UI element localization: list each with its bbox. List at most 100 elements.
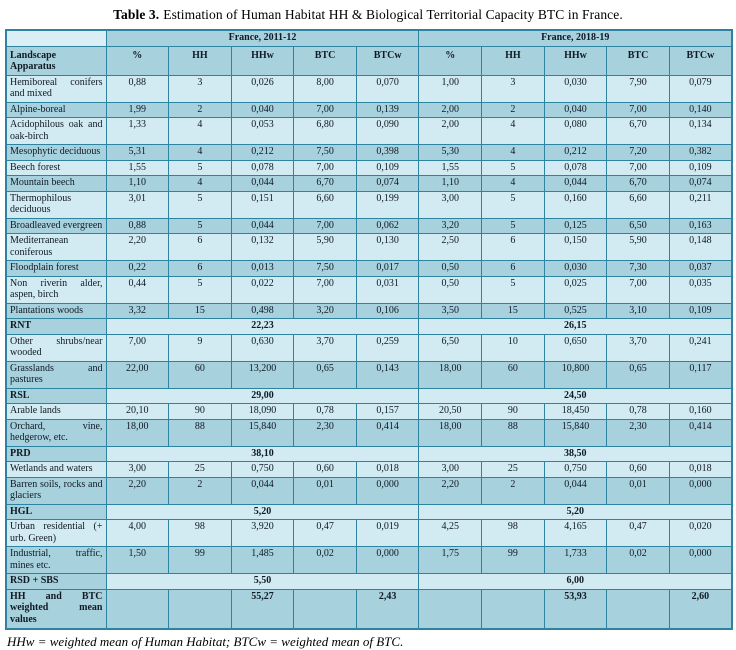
value-cell: 0,117 [668,360,733,389]
value-cell [168,588,232,630]
value-cell: 9 [168,333,232,362]
value-cell: 6,60 [606,190,670,219]
value-cell: 3 [481,74,545,103]
value-cell: 0,212 [230,144,295,161]
value-cell: 1,75 [418,546,483,574]
corner-label-cell: Landscape Apparatus [5,45,107,76]
row-label-cell: Thermophilous deciduous [5,190,107,219]
value-cell: 0,000 [668,476,733,505]
value-cell: 0,498 [230,302,295,319]
value-cell: 0,50 [418,275,483,304]
table-row: Orchard, vine, hedgerow, etc. 18,00 88 15,8… [5,418,733,447]
value-cell: 0,109 [355,159,420,176]
value-cell: 55,27 [230,588,295,630]
value-cell: 6 [168,233,232,261]
value-cell: 2,20 [105,476,170,505]
value-cell: 6 [168,260,232,277]
value-cell: 22,00 [105,360,170,389]
table-title: Table 3. Estimation of Human Habitat HH &… [0,0,736,29]
value-cell: 5 [481,217,545,234]
value-cell: 0,65 [606,360,670,389]
value-cell: 2,20 [105,233,170,261]
table-row: Plantations woods 3,32 15 0,498 3,20 0,106 3,5… [5,302,733,319]
value-cell: 0,125 [543,217,608,234]
summary-label-cell: PRD [5,445,107,462]
row-label-cell: Wetlands and waters [5,461,107,478]
value-cell: 6,70 [606,117,670,145]
value-cell: 0,013 [230,260,295,277]
table-row: Floodplain forest 0,22 6 0,013 7,50 0,017 0,50… [5,260,733,277]
table-row: Mesophytic deciduous 5,31 4 0,212 7,50 0,398 5… [5,144,733,161]
value-cell: 0,157 [355,403,420,420]
value-cell: 15 [168,302,232,319]
table-title-label: Table 3. [113,7,160,22]
row-label-cell: Mesophytic deciduous [5,144,107,161]
value-cell: 0,44 [105,275,170,304]
value-cell: 53,93 [543,588,608,630]
value-cell: 5 [168,159,232,176]
value-cell: 7,00 [105,333,170,362]
value-cell: 0,382 [668,144,733,161]
value-cell: 7,50 [293,260,357,277]
table-row: Acidophilous oak and oak-birch 1,33 4 0,053… [5,117,733,145]
value-cell: 7,00 [293,217,357,234]
value-cell [606,588,670,630]
row-label-cell: Mountain beech [5,175,107,192]
value-cell: 0,030 [543,260,608,277]
value-cell: 5 [168,217,232,234]
value-cell: 0,50 [418,260,483,277]
value-cell: 7,00 [606,275,670,304]
column-header-cell: HHw [230,45,295,76]
table-row: HGL 5,20 5,20 [5,503,733,520]
value-cell: 0,074 [355,175,420,192]
value-cell: 4 [481,117,545,145]
row-label-cell: Orchard, vine, hedgerow, etc. [5,418,107,447]
value-cell: 0,017 [355,260,420,277]
value-cell: 0,60 [606,461,670,478]
value-cell: 0,025 [543,275,608,304]
value-cell: 60 [168,360,232,389]
row-label-cell: Mediterranean coniferous [5,233,107,261]
value-cell: 7,00 [293,159,357,176]
value-cell: 1,10 [418,175,483,192]
value-cell: 0,60 [293,461,357,478]
column-header-cell: % [418,45,483,76]
table-row: Non riverin alder, aspen, birch 0,44 5 0,02… [5,275,733,304]
summary-value-cell: 5,20 [418,503,733,520]
value-cell: 0,022 [230,275,295,304]
table-row: RSD + SBS 5,50 6,00 [5,573,733,590]
value-cell: 3,10 [606,302,670,319]
value-cell: 8,00 [293,74,357,103]
value-cell: 18,00 [418,418,483,447]
footnote: HHw = weighted mean of Human Habitat; BT… [7,634,404,649]
value-cell: 0,140 [668,101,733,118]
value-cell: 0,160 [543,190,608,219]
value-cell: 0,163 [668,217,733,234]
value-cell: 5,90 [606,233,670,261]
value-cell: 7,20 [606,144,670,161]
value-cell: 4 [168,117,232,145]
value-cell: 2,20 [418,476,483,505]
value-cell: 99 [168,546,232,574]
table-row: Urban residential (+ urb. Green) 4,00 98 3,… [5,519,733,547]
value-cell: 6,50 [418,333,483,362]
row-label-cell: Beech forest [5,159,107,176]
value-cell: 0,035 [668,275,733,304]
value-cell: 0,525 [543,302,608,319]
value-cell: 7,00 [293,101,357,118]
value-cell: 1,733 [543,546,608,574]
table-header: France, 2011-12 France, 2018-19 Landscape … [5,29,733,76]
value-cell: 0,109 [668,159,733,176]
value-cell: 3,70 [293,333,357,362]
value-cell: 3,20 [418,217,483,234]
value-cell: 0,88 [105,217,170,234]
value-cell: 5,90 [293,233,357,261]
value-cell: 3,70 [606,333,670,362]
summary-value-cell: 24,50 [418,387,733,404]
value-cell: 1,485 [230,546,295,574]
column-header-cell: % [105,45,170,76]
column-header-cell: HHw [543,45,608,76]
value-cell: 0,148 [668,233,733,261]
value-cell: 0,143 [355,360,420,389]
summary-value-cell: 5,50 [105,573,420,590]
